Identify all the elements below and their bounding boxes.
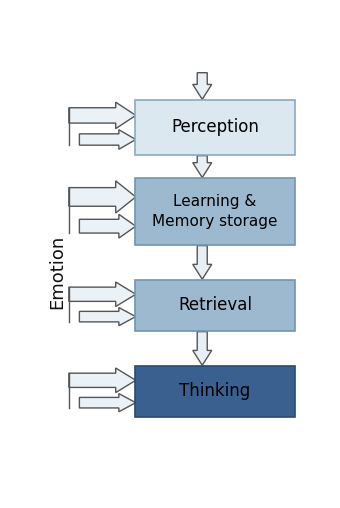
Polygon shape <box>193 332 212 365</box>
Text: Thinking: Thinking <box>180 383 251 400</box>
Polygon shape <box>79 394 136 412</box>
FancyBboxPatch shape <box>135 178 295 245</box>
Polygon shape <box>69 368 136 393</box>
Polygon shape <box>79 214 136 238</box>
Text: Retrieval: Retrieval <box>178 297 252 314</box>
Text: Emotion: Emotion <box>48 235 66 309</box>
Text: Learning &
Memory storage: Learning & Memory storage <box>152 194 278 229</box>
Text: Perception: Perception <box>171 118 259 137</box>
FancyBboxPatch shape <box>135 366 295 417</box>
FancyBboxPatch shape <box>135 100 295 155</box>
Polygon shape <box>69 181 136 213</box>
Polygon shape <box>193 155 212 177</box>
Polygon shape <box>79 307 136 326</box>
Polygon shape <box>69 102 136 129</box>
Polygon shape <box>193 245 212 279</box>
Polygon shape <box>193 73 212 99</box>
Polygon shape <box>69 282 136 306</box>
FancyBboxPatch shape <box>135 280 295 331</box>
Polygon shape <box>79 130 136 149</box>
